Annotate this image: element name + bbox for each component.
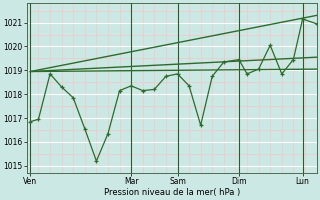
X-axis label: Pression niveau de la mer( hPa ): Pression niveau de la mer( hPa ) (104, 188, 240, 197)
